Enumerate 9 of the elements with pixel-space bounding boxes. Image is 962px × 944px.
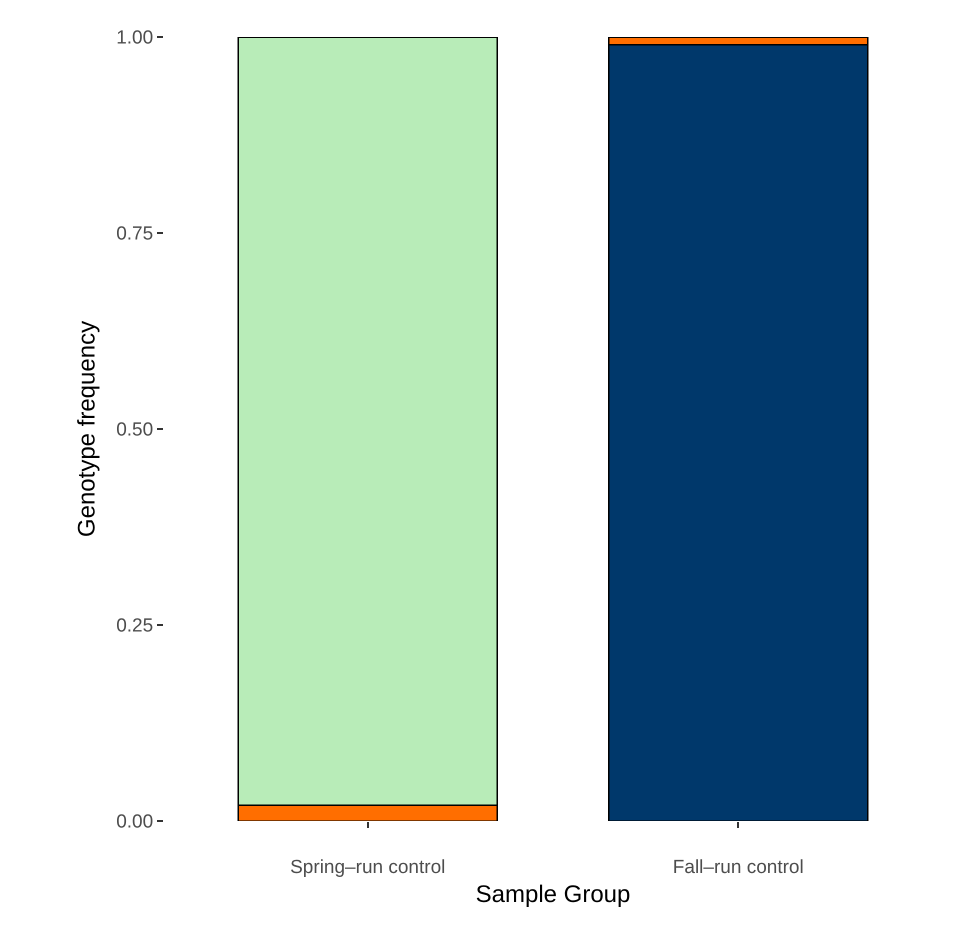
y-tick-label: 0.25 bbox=[116, 616, 154, 637]
y-tick-label: 0.75 bbox=[116, 224, 154, 245]
x-tick-label: Spring–run control bbox=[290, 856, 446, 878]
y-tick-label: 0.00 bbox=[116, 812, 154, 833]
y-axis-title: Genotype frequency bbox=[73, 320, 100, 538]
y-tick-label: 0.50 bbox=[116, 420, 154, 441]
y-tick-label: 1.00 bbox=[116, 28, 154, 49]
x-tick-label: Fall–run control bbox=[672, 856, 804, 878]
x-axis-title: Sample Group bbox=[476, 881, 630, 908]
